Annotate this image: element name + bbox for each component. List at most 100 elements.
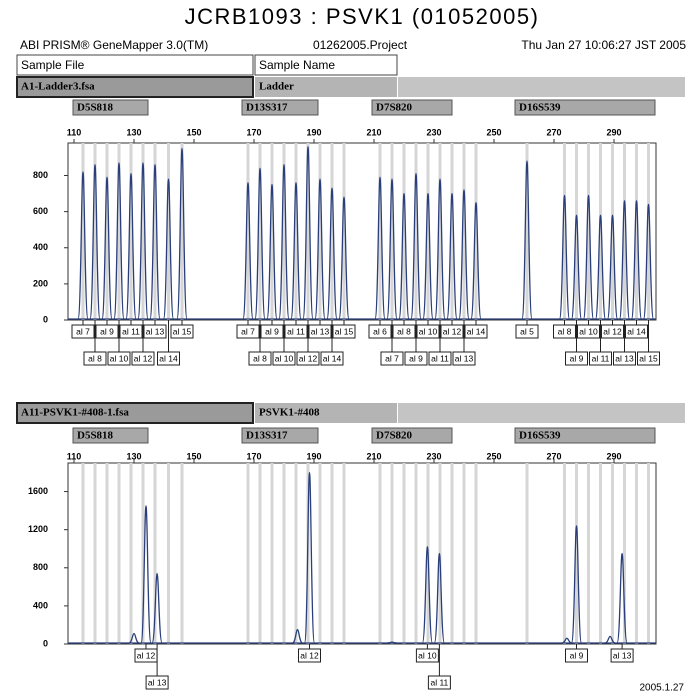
- allele-box: [380, 351, 404, 366]
- peak: [604, 635, 616, 644]
- bin: [330, 463, 334, 644]
- allele-box: [332, 324, 356, 339]
- marker-bar: [72, 99, 149, 116]
- bin: [575, 463, 578, 644]
- allele-box: [296, 351, 320, 366]
- allele-box: [577, 324, 600, 339]
- y-tick-label: 600: [33, 206, 48, 216]
- allele-label: al 12: [299, 353, 318, 363]
- allele-label: al 11: [430, 677, 448, 687]
- y-tick-label: 1200: [28, 524, 48, 534]
- peak: [570, 214, 583, 320]
- bin: [246, 463, 250, 644]
- peak: [470, 201, 482, 320]
- allele-box: [368, 324, 392, 339]
- peak: [561, 637, 573, 644]
- allele-label: al 7: [241, 326, 255, 336]
- marker-name: D7S820: [376, 102, 413, 114]
- peak: [521, 160, 533, 320]
- y-tick-label: 800: [33, 170, 48, 180]
- peak: [618, 200, 631, 320]
- x-tick-label: 170: [246, 451, 261, 461]
- peak: [290, 182, 302, 320]
- allele-label: al 8: [558, 326, 572, 336]
- peak: [113, 162, 125, 320]
- peak: [398, 192, 410, 320]
- bin: [81, 463, 85, 644]
- bin: [414, 143, 418, 320]
- x-tick-label: 210: [366, 451, 381, 461]
- peak: [433, 552, 446, 644]
- peak: [570, 525, 583, 644]
- peak: [151, 572, 163, 644]
- bin: [93, 143, 97, 320]
- allele-label: al 11: [287, 326, 305, 336]
- allele-box: [601, 324, 624, 339]
- x-tick-label: 230: [426, 451, 441, 461]
- allele-label: al 11: [592, 353, 610, 363]
- y-tick-label: 800: [33, 562, 48, 572]
- x-tick-label: 110: [67, 451, 82, 461]
- allele-box: [404, 351, 428, 366]
- peak: [266, 183, 278, 320]
- peak: [303, 471, 316, 644]
- allele-box: [119, 324, 143, 339]
- sample-file: A11-PSVK1-#408-1.fsa: [21, 407, 129, 419]
- bin: [105, 143, 109, 320]
- allele-box: [284, 324, 308, 339]
- allele-label: al 11: [431, 353, 449, 363]
- allele-box: [452, 351, 476, 366]
- bin: [462, 143, 466, 320]
- bin: [318, 463, 322, 644]
- marker-name: D16S539: [519, 102, 561, 114]
- marker-bar: [72, 427, 149, 444]
- marker-name: D13S317: [246, 102, 288, 114]
- peak: [137, 162, 149, 320]
- bin: [342, 463, 346, 644]
- marker-bar: [514, 99, 656, 116]
- x-tick-label: 290: [606, 451, 621, 461]
- peak: [630, 200, 643, 320]
- bin: [306, 143, 310, 320]
- peak: [458, 189, 470, 320]
- bin: [282, 463, 286, 644]
- x-tick-label: 150: [186, 127, 201, 137]
- peak: [582, 194, 595, 320]
- bin: [450, 463, 454, 644]
- bin: [167, 143, 170, 320]
- allele-box: [71, 324, 95, 339]
- allele-box: [83, 351, 107, 366]
- allele-box: [320, 351, 344, 366]
- bin: [270, 463, 274, 644]
- allele-label: al 10: [275, 353, 294, 363]
- allele-label: al 10: [110, 353, 129, 363]
- allele-box: [428, 351, 452, 366]
- bin: [141, 143, 145, 320]
- y-tick-label: 400: [33, 600, 48, 610]
- allele-label: al 10: [418, 650, 437, 660]
- bin: [635, 143, 638, 320]
- x-tick-label: 290: [606, 127, 621, 137]
- sample-file-cell: [16, 402, 254, 424]
- plot-area: [67, 462, 657, 645]
- peak: [421, 546, 434, 644]
- bin: [180, 143, 184, 320]
- bin: [270, 143, 274, 320]
- allele-box: [308, 324, 332, 339]
- bin: [81, 143, 85, 320]
- allele-label: al 10: [579, 326, 598, 336]
- allele-box: [565, 351, 588, 366]
- allele-box: [625, 324, 648, 339]
- sample-name-cell: [255, 77, 397, 97]
- allele-label: al 8: [253, 353, 267, 363]
- x-tick-label: 130: [126, 451, 141, 461]
- peak: [278, 164, 290, 320]
- allele-label: al 13: [615, 353, 634, 363]
- bin: [390, 463, 394, 644]
- peak: [302, 145, 314, 320]
- bin: [117, 143, 121, 320]
- bin: [575, 143, 578, 320]
- x-tick-label: 230: [426, 127, 441, 137]
